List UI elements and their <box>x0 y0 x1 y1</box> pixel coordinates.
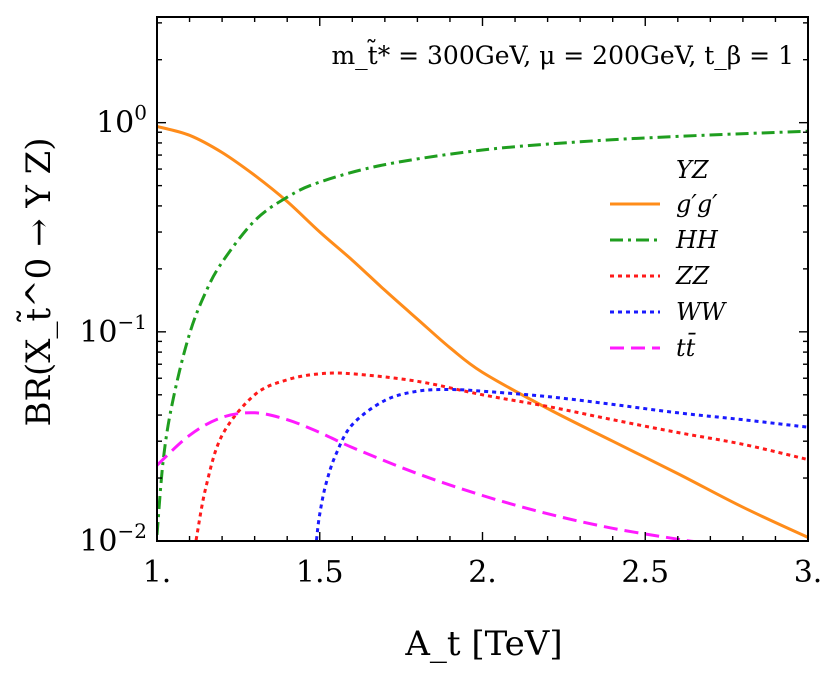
legend-label-3: WW <box>676 298 728 326</box>
series-line-4 <box>157 411 698 541</box>
legend-label-0: g′g′ <box>676 190 718 218</box>
series-line-3 <box>315 387 808 541</box>
y-tick-label-2: 100 <box>96 101 147 141</box>
legend: YZ g′g′ HH ZZ WW tt̄ <box>610 156 728 362</box>
y-axis-label: BR(X_t̃^0 → Y Z) <box>16 137 59 426</box>
x-tick-label-4: 3. <box>794 555 823 590</box>
legend-label-4: tt̄ <box>676 333 696 362</box>
x-tick-label-1: 1.5 <box>296 555 344 590</box>
series-line-1 <box>157 129 808 536</box>
x-tick-label-0: 1. <box>143 555 172 590</box>
series-line-2 <box>194 371 808 541</box>
legend-title: YZ <box>676 156 710 184</box>
y-tick-label-0: 10−2 <box>79 519 147 559</box>
x-tick-label-2: 2. <box>468 555 497 590</box>
ticks-layer: 1. 1.5 2. 2.5 3. 10−2 10−1 100 <box>79 17 822 590</box>
legend-label-2: ZZ <box>675 262 711 290</box>
series-layer <box>157 124 808 541</box>
x-axis-label: A_t [TeV] <box>404 624 562 664</box>
x-tick-label-3: 2.5 <box>621 555 669 590</box>
plot-frame <box>156 16 809 542</box>
y-tick-label-1: 10−1 <box>79 310 147 350</box>
series-line-0 <box>157 124 808 539</box>
legend-label-1: HH <box>675 226 719 254</box>
annotation-parameters: m_t̃* = 300GeV, μ = 200GeV, t_β = 1 <box>331 39 794 70</box>
